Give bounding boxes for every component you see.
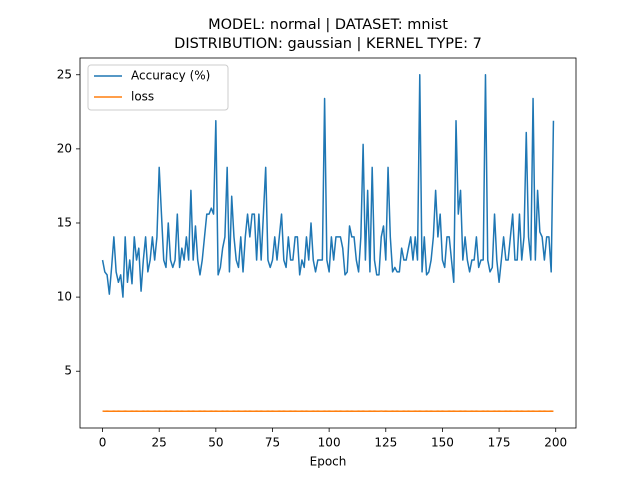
x-tick-label: 25	[152, 436, 167, 450]
x-axis-label: Epoch	[310, 455, 347, 469]
legend-label: loss	[131, 90, 154, 104]
y-tick-label: 25	[57, 67, 72, 81]
x-tick-label: 0	[99, 436, 107, 450]
x-tick-label: 75	[265, 436, 280, 450]
legend-label: Accuracy (%)	[131, 69, 210, 83]
y-tick-label: 15	[57, 215, 72, 229]
y-tick-label: 20	[57, 141, 72, 155]
x-tick-label: 150	[431, 436, 454, 450]
x-tick-label: 125	[374, 436, 397, 450]
x-tick-label: 200	[544, 436, 567, 450]
y-tick-label: 5	[64, 364, 72, 378]
chart-title: MODEL: normal | DATASET: mnist	[208, 17, 448, 33]
x-tick-label: 175	[488, 436, 511, 450]
x-tick-label: 50	[208, 436, 223, 450]
x-tick-label: 100	[318, 436, 341, 450]
chart-subtitle: DISTRIBUTION: gaussian | KERNEL TYPE: 7	[174, 36, 482, 52]
y-tick-label: 10	[57, 290, 72, 304]
